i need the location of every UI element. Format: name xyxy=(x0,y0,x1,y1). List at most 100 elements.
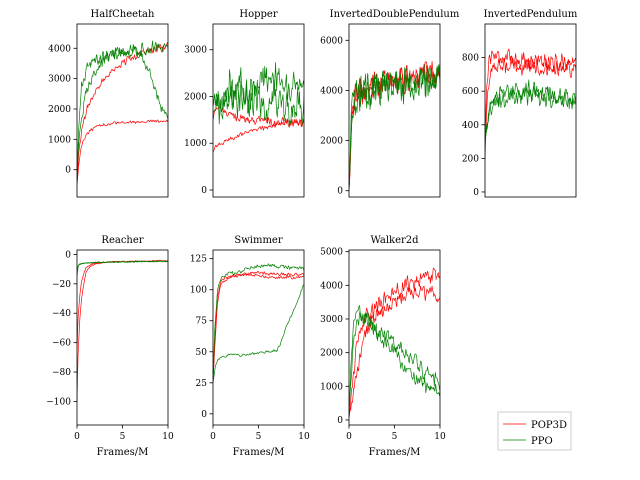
ytick-label: 0 xyxy=(201,186,207,196)
panel-halfcheetah: HalfCheetah 0 1000 2000 3000 4000 xyxy=(48,9,169,198)
line-ppo-run-1 xyxy=(213,263,304,383)
ytick-label: 0 xyxy=(65,250,71,260)
panel-title-swimmer: Swimmer xyxy=(234,235,282,246)
ytick-label: 0 xyxy=(337,187,343,197)
panel-title-invertedpendulum: InvertedPendulum xyxy=(484,9,578,20)
panel-inverteddoublependulum: InvertedDoublePendulum 0 2000 4000 6000 xyxy=(320,9,460,198)
ytick-label: 200 xyxy=(462,154,479,164)
ytick-label: 2000 xyxy=(48,105,71,115)
line-pop3d-run-1 xyxy=(77,119,168,185)
ytick-label: −40 xyxy=(52,309,71,319)
axes-frame-invertedpendulum xyxy=(484,23,577,198)
line-pop3d-run-2 xyxy=(349,285,440,418)
panel-title-inverteddoublependulum: InvertedDoublePendulum xyxy=(330,9,460,20)
xtick-label: 0 xyxy=(346,432,352,442)
xtick-label: 5 xyxy=(392,432,398,442)
ytick-label: 1000 xyxy=(48,135,71,145)
xlabel-walker2d: Frames/M xyxy=(369,447,421,458)
ytick-label: 3000 xyxy=(184,46,207,56)
line-ppo-run-2 xyxy=(213,283,304,383)
ytick-label: 75 xyxy=(196,317,208,327)
xtick-label: 10 xyxy=(298,432,310,442)
ytick-label: 2000 xyxy=(184,92,207,102)
ytick-label: −100 xyxy=(46,397,71,407)
ytick-label: 3000 xyxy=(320,315,343,325)
ytick-label: 4000 xyxy=(320,86,343,96)
ytick-label: 2000 xyxy=(320,349,343,359)
ytick-label: 0 xyxy=(201,410,207,420)
line-pop3d-run-2 xyxy=(77,259,168,402)
line-ppo-run-2 xyxy=(77,260,168,270)
line-pop3d-run-2 xyxy=(213,270,304,383)
series-group-hopper xyxy=(213,62,304,153)
series-group-swimmer xyxy=(213,263,304,383)
series-group-invertedpendulum xyxy=(485,48,576,159)
ytick-label: 5000 xyxy=(320,248,343,258)
line-ppo-run-2 xyxy=(349,311,440,417)
panel-invertedpendulum: InvertedPendulum 0 200 400 600 800 xyxy=(462,9,578,198)
line-ppo-run-2 xyxy=(213,62,304,125)
ytick-label: −60 xyxy=(52,339,71,349)
legend-frame xyxy=(497,411,572,451)
line-pop3d-run-1 xyxy=(213,273,304,383)
panel-walker2d: Walker2d 0 1000 2000 3000 4000 5000 0 5 10 Frames/… xyxy=(320,235,446,458)
xtick-label: 10 xyxy=(434,432,446,442)
ytick-label: 2000 xyxy=(320,137,343,147)
series-group-reacher xyxy=(77,259,168,402)
ytick-label: 3000 xyxy=(48,75,71,85)
line-pop3d-run-2 xyxy=(485,55,576,159)
ytick-label: −20 xyxy=(52,280,71,290)
xtick-label: 0 xyxy=(210,432,216,442)
ytick-label: 4000 xyxy=(48,44,71,54)
ytick-label: 0 xyxy=(473,188,479,198)
line-ppo-run-1 xyxy=(349,63,440,191)
xlabel-reacher: Frames/M xyxy=(97,447,149,458)
xtick-label: 5 xyxy=(256,432,262,442)
panel-title-hopper: Hopper xyxy=(239,9,277,20)
panel-title-halfcheetah: HalfCheetah xyxy=(91,9,155,20)
ytick-label: 25 xyxy=(196,379,208,389)
line-ppo-run-1 xyxy=(77,40,168,176)
line-ppo-run-2 xyxy=(485,86,576,142)
panel-hopper: Hopper 0 1000 2000 3000 xyxy=(184,9,305,198)
series-group-halfcheetah xyxy=(77,40,168,186)
legend-label-pop3d: POP3D xyxy=(531,420,567,431)
line-ppo-run-1 xyxy=(349,305,440,417)
xlabel-swimmer: Frames/M xyxy=(233,447,285,458)
ytick-label: 400 xyxy=(462,121,479,131)
line-ppo-run-1 xyxy=(213,67,304,128)
ytick-label: 50 xyxy=(196,348,208,358)
legend: POP3D PPO xyxy=(497,411,572,451)
panel-title-reacher: Reacher xyxy=(101,235,143,246)
line-pop3d-run-2 xyxy=(77,42,168,186)
line-ppo-run-2 xyxy=(349,64,440,191)
ytick-label: 600 xyxy=(462,87,479,97)
ytick-label: 4000 xyxy=(320,281,343,291)
series-group-inverteddoublependulum xyxy=(349,61,440,191)
ytick-label: 800 xyxy=(462,54,479,64)
ytick-label: 0 xyxy=(65,166,71,176)
xtick-label: 10 xyxy=(162,432,174,442)
ytick-label: 100 xyxy=(190,286,207,296)
axes-frame-inverteddoublependulum xyxy=(348,23,441,198)
ytick-label: 6000 xyxy=(320,36,343,46)
axes-frame-hopper xyxy=(212,23,305,198)
subplot-grid: HalfCheetah01000200030004000Hopper010002… xyxy=(46,9,578,458)
line-ppo-run-2 xyxy=(77,44,168,176)
ytick-label: 1000 xyxy=(320,382,343,392)
panel-reacher: Reacher 0 −20 −40 −60 −80 −100 0 5 10 Frames/M xyxy=(46,235,174,458)
xtick-label: 5 xyxy=(120,432,126,442)
xtick-label: 0 xyxy=(74,432,80,442)
line-pop3d-run-1 xyxy=(349,267,440,418)
ytick-label: −80 xyxy=(52,368,71,378)
ytick-label: 1000 xyxy=(184,139,207,149)
panel-swimmer: Swimmer 0 25 50 75 100 125 0 5 10 Frames/M xyxy=(190,235,310,458)
axes-frame-halfcheetah xyxy=(76,23,169,198)
ytick-label: 125 xyxy=(190,255,207,265)
series-group-walker2d xyxy=(349,267,440,418)
legend-label-ppo: PPO xyxy=(531,436,553,447)
panel-title-walker2d: Walker2d xyxy=(370,235,419,246)
ytick-label: 0 xyxy=(337,416,343,426)
